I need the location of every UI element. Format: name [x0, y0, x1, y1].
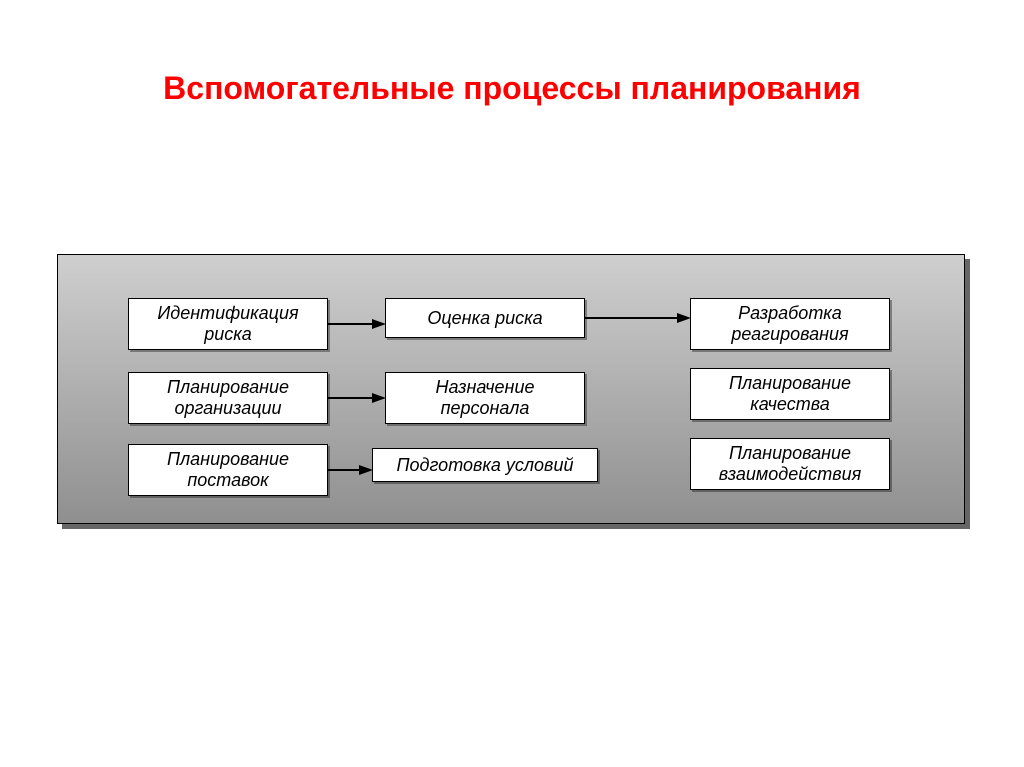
arrow-n1-n2	[328, 316, 385, 332]
node-n4: Планирование организации	[128, 372, 328, 424]
node-n8: Подготовка условий	[372, 448, 598, 482]
page-title: Вспомогательные процессы планирования	[0, 68, 1024, 108]
arrow-n2-n3	[585, 310, 690, 326]
node-n1: Идентификация риска	[128, 298, 328, 350]
title-text: Вспомогательные процессы планирования	[163, 70, 861, 106]
node-n5: Назначение персонала	[385, 372, 585, 424]
node-n6: Планирование качества	[690, 368, 890, 420]
node-n7: Планирование поставок	[128, 444, 328, 496]
node-n2: Оценка риска	[385, 298, 585, 338]
node-n3: Разработка реагирования	[690, 298, 890, 350]
slide: Вспомогательные процессы планирования Ид…	[0, 0, 1024, 767]
arrow-n7-n8	[328, 462, 372, 478]
arrow-n4-n5	[328, 390, 385, 406]
node-n9: Планирование взаимодействия	[690, 438, 890, 490]
